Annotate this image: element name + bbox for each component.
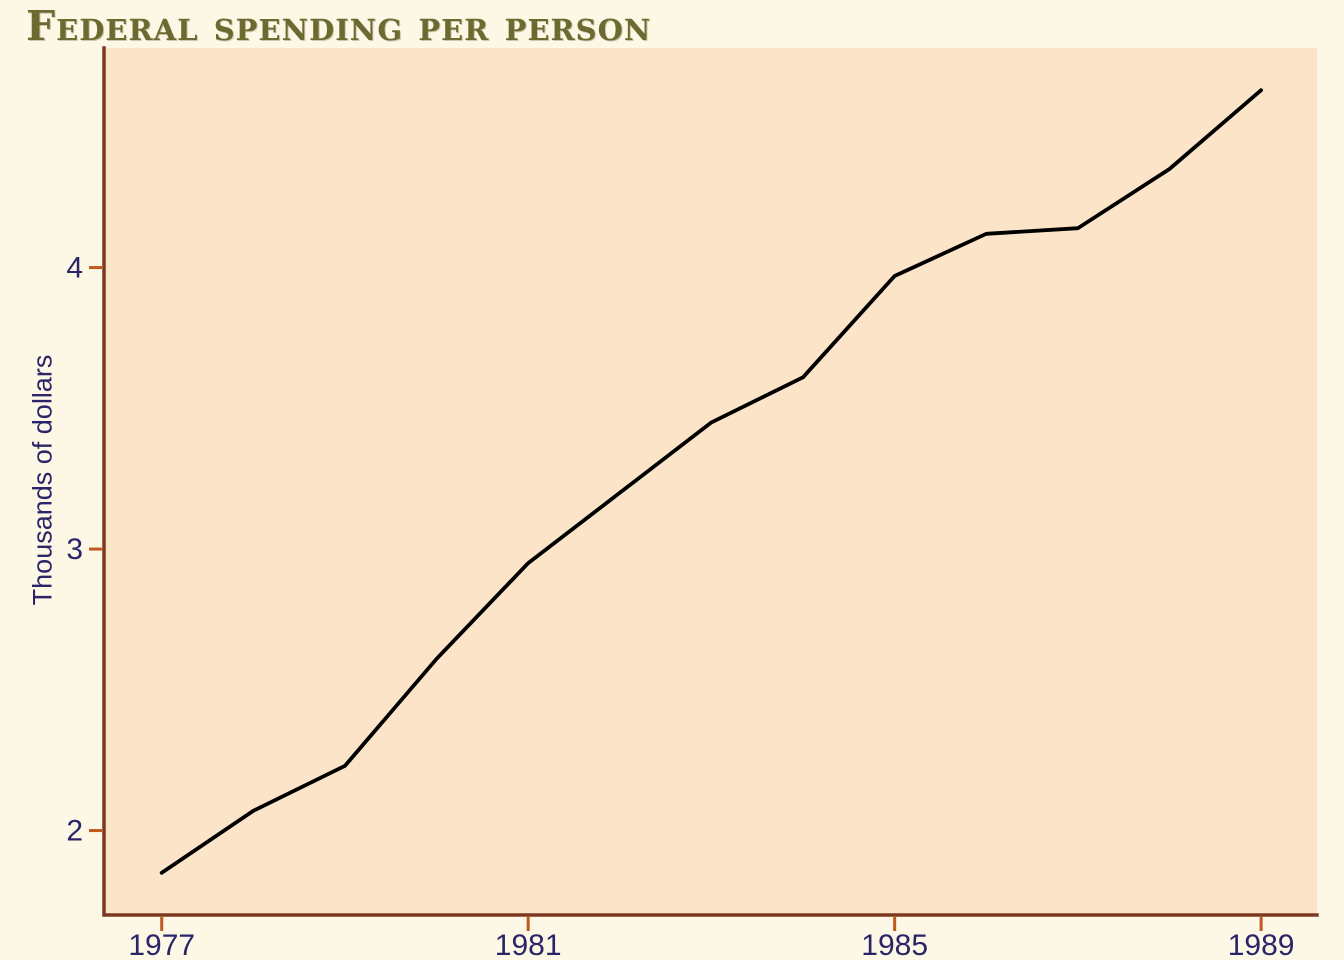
y-tick-label: 2 bbox=[66, 815, 83, 848]
x-tick-label: 1989 bbox=[1228, 929, 1295, 960]
y-tick-label: 4 bbox=[66, 252, 83, 285]
x-tick-label: 1977 bbox=[128, 929, 195, 960]
plot-background bbox=[104, 48, 1317, 915]
chart-title: Federal spending per person bbox=[26, 2, 652, 50]
spending-line bbox=[159, 88, 1263, 875]
x-tick-label: 1985 bbox=[861, 929, 928, 960]
x-tick-label: 1981 bbox=[495, 929, 562, 960]
axes bbox=[102, 46, 1319, 917]
y-tick-label: 3 bbox=[66, 533, 83, 566]
